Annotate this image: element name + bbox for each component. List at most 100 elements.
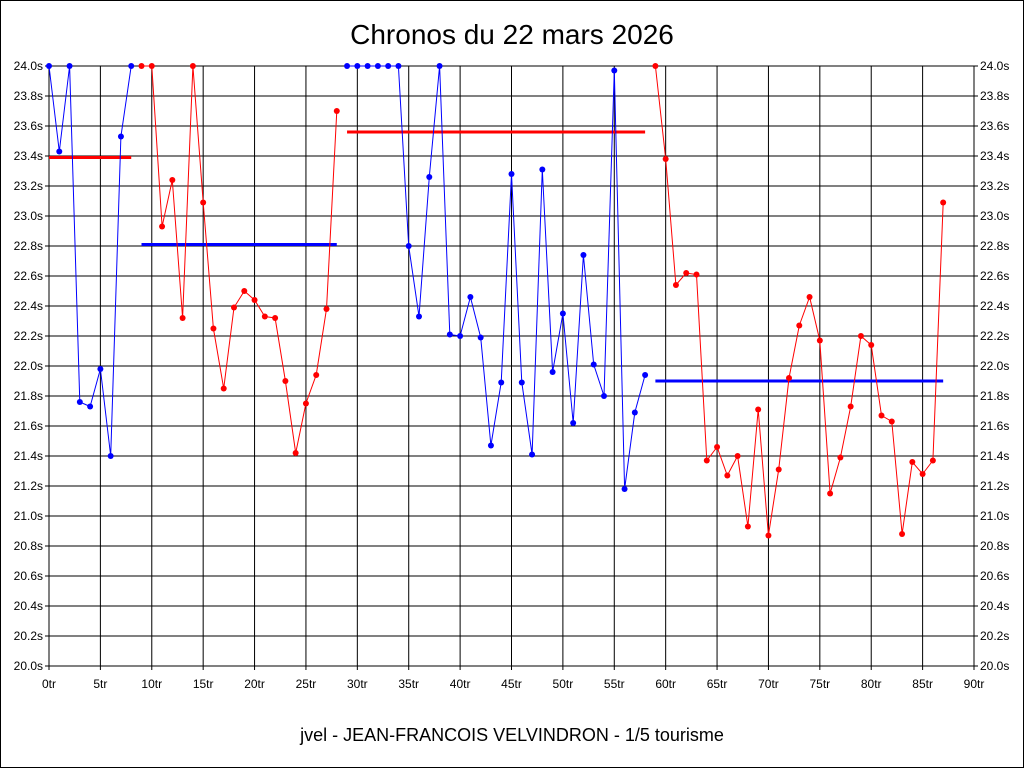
data-point bbox=[107, 453, 114, 459]
data-point bbox=[251, 297, 258, 303]
x-tick-label: 60tr bbox=[655, 677, 676, 691]
data-point bbox=[621, 486, 628, 492]
data-point bbox=[878, 412, 885, 419]
data-point bbox=[159, 223, 166, 230]
x-tick-label: 10tr bbox=[141, 677, 162, 691]
y-tick-label-right: 20.8s bbox=[980, 539, 1009, 553]
data-point bbox=[364, 63, 371, 69]
data-point bbox=[652, 63, 659, 69]
y-tick-label-right: 23.6s bbox=[980, 119, 1009, 133]
data-point bbox=[775, 466, 782, 473]
grid bbox=[45, 65, 978, 670]
data-point bbox=[436, 63, 443, 69]
data-point bbox=[344, 63, 351, 69]
data-point bbox=[755, 406, 762, 413]
x-tick-label: 25tr bbox=[296, 677, 317, 691]
data-point bbox=[487, 442, 494, 449]
data-point bbox=[210, 325, 217, 332]
data-point bbox=[189, 63, 196, 69]
data-point bbox=[354, 63, 361, 69]
y-tick-label-right: 20.2s bbox=[980, 629, 1009, 643]
series-segment bbox=[46, 63, 135, 459]
data-point bbox=[703, 457, 710, 464]
y-tick-label-right: 22.6s bbox=[980, 269, 1009, 283]
x-tick-label: 5tr bbox=[93, 677, 107, 691]
data-point bbox=[786, 375, 792, 381]
data-point bbox=[580, 252, 587, 258]
y-tick-label: 22.8s bbox=[14, 239, 43, 253]
data-point bbox=[806, 294, 813, 300]
y-tick-label: 20.6s bbox=[14, 569, 43, 583]
x-tick-label: 0tr bbox=[42, 677, 56, 691]
data-point bbox=[683, 270, 690, 276]
data-point bbox=[714, 444, 721, 450]
data-point bbox=[888, 418, 895, 425]
data-point bbox=[857, 333, 864, 339]
y-tick-label-right: 23.2s bbox=[980, 179, 1009, 193]
data-point bbox=[261, 313, 268, 320]
data-point bbox=[220, 385, 227, 392]
data-point bbox=[292, 450, 299, 456]
series-line bbox=[141, 65, 338, 454]
y-tick-label-right: 22.4s bbox=[980, 299, 1009, 313]
data-point bbox=[138, 63, 145, 69]
data-point bbox=[498, 379, 505, 386]
data-point bbox=[117, 133, 124, 140]
series-segment bbox=[344, 63, 649, 492]
data-point bbox=[405, 243, 412, 249]
y-tick-label: 21.8s bbox=[14, 389, 43, 403]
chart-title: Chronos du 22 mars 2026 bbox=[350, 19, 674, 50]
data-point bbox=[549, 369, 556, 375]
y-tick-label: 22.6s bbox=[14, 269, 43, 283]
data-point bbox=[559, 310, 566, 317]
data-point bbox=[744, 523, 751, 530]
data-point bbox=[477, 334, 484, 341]
y-tick-label-right: 21.0s bbox=[980, 509, 1009, 523]
x-tick-label: 55tr bbox=[604, 677, 625, 691]
data-point bbox=[46, 63, 52, 69]
y-axis-left-ticks: 20.0s 20.2s 20.4s 20.6s 20.8s 21.0s 21.2s 21.4s… bbox=[14, 59, 43, 673]
y-tick-label-right: 21.2s bbox=[980, 479, 1009, 493]
x-tick-label: 85tr bbox=[912, 677, 933, 691]
data-point bbox=[76, 399, 83, 405]
y-tick-label: 20.4s bbox=[14, 599, 43, 613]
data-point bbox=[919, 471, 926, 477]
data-point bbox=[416, 313, 422, 320]
y-tick-label: 21.0s bbox=[14, 509, 43, 523]
y-tick-label: 23.0s bbox=[14, 209, 43, 223]
y-tick-label-right: 24.0s bbox=[980, 59, 1009, 73]
y-tick-label-right: 20.4s bbox=[980, 599, 1009, 613]
data-point bbox=[179, 315, 186, 321]
data-point bbox=[909, 459, 916, 465]
data-point bbox=[693, 271, 700, 278]
chart-footer: jvel - JEAN-FRANCOIS VELVINDRON - 1/5 to… bbox=[299, 725, 724, 745]
data-point bbox=[672, 282, 679, 288]
data-point bbox=[724, 472, 731, 479]
data-point bbox=[847, 403, 854, 410]
y-tick-label: 24.0s bbox=[14, 59, 43, 73]
y-tick-label-right: 22.0s bbox=[980, 359, 1009, 373]
y-tick-label: 23.8s bbox=[14, 89, 43, 103]
data-point bbox=[169, 177, 176, 183]
x-tick-label: 75tr bbox=[809, 677, 830, 691]
x-tick-label: 90tr bbox=[964, 677, 985, 691]
data-point bbox=[827, 490, 834, 497]
data-point bbox=[323, 306, 330, 312]
data-point bbox=[467, 294, 474, 300]
y-tick-label-right: 20.6s bbox=[980, 569, 1009, 583]
y-axis-right-ticks: 20.0s 20.2s 20.4s 20.6s 20.8s 21.0s 21.2s 21.4s… bbox=[980, 59, 1009, 673]
y-tick-label-right: 21.6s bbox=[980, 419, 1009, 433]
plot-border bbox=[48, 65, 975, 667]
data-point bbox=[426, 174, 433, 180]
x-tick-label: 30tr bbox=[347, 677, 368, 691]
y-tick-label: 21.2s bbox=[14, 479, 43, 493]
data-point bbox=[446, 331, 453, 338]
y-tick-label: 22.2s bbox=[14, 329, 43, 343]
data-point bbox=[313, 372, 320, 378]
x-tick-label: 80tr bbox=[861, 677, 882, 691]
data-point bbox=[929, 457, 936, 464]
data-point bbox=[272, 315, 279, 321]
x-tick-label: 70tr bbox=[758, 677, 779, 691]
series-segment bbox=[652, 63, 947, 539]
